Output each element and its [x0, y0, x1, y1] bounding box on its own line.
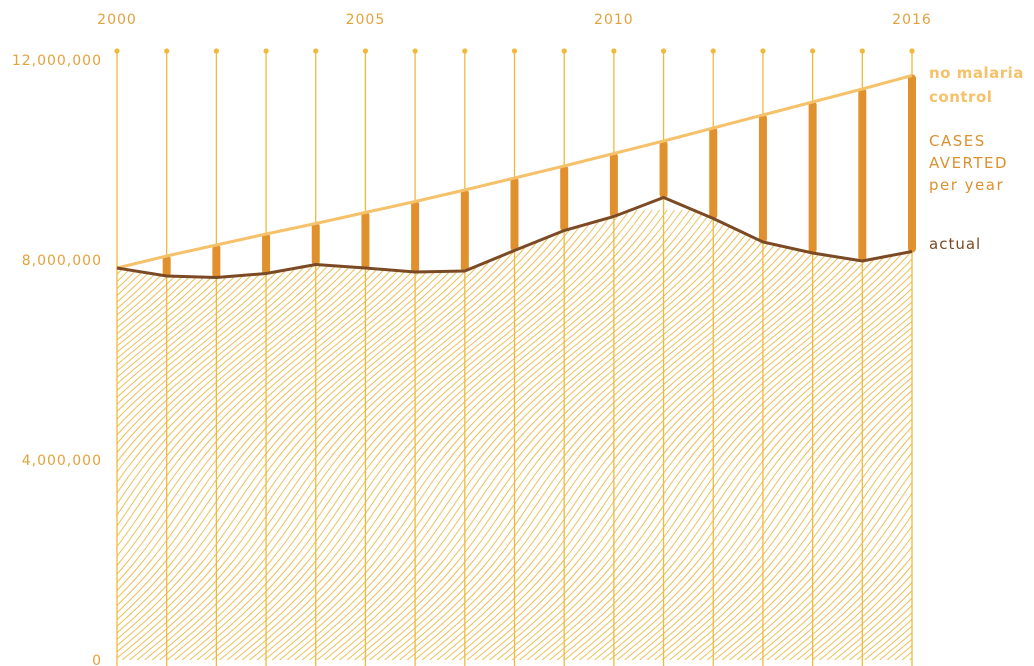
hatch-line	[0, 210, 105, 666]
hatch-line	[0, 210, 225, 666]
hatch-line	[0, 210, 352, 666]
hatch-line	[985, 210, 1034, 666]
hatch-line	[0, 210, 22, 666]
hatch-line	[925, 210, 1034, 666]
no-malaria-label-line1: no malaria	[929, 64, 1024, 82]
gridline-dot	[214, 48, 219, 53]
hatch-line	[0, 210, 75, 666]
hatch-line	[1030, 210, 1034, 666]
cases-averted-label-line1: CASES	[929, 132, 986, 150]
gridline-dot	[363, 48, 368, 53]
cases-averted-label-line2: AVERTED	[929, 154, 1008, 172]
hatch-line	[0, 210, 180, 666]
hatch-line	[962, 210, 1034, 666]
hatch-line	[1015, 210, 1034, 666]
hatch-line	[970, 210, 1034, 666]
hatch-line	[857, 210, 1034, 666]
hatch-line	[827, 210, 1034, 666]
hatch-line	[880, 210, 1034, 666]
hatch-line	[977, 210, 1034, 666]
hatch-line	[0, 210, 307, 666]
hatch-line	[0, 210, 322, 666]
hatch-line	[0, 210, 7, 666]
gridline-dot	[413, 48, 418, 53]
y-tick-label: 12,000,000	[12, 53, 102, 69]
hatch-line	[0, 210, 127, 666]
hatch-line	[992, 210, 1034, 666]
hatch-line	[0, 210, 90, 666]
hatch-line	[0, 210, 277, 666]
hatch-line	[0, 210, 67, 666]
hatch-line	[0, 210, 97, 666]
hatch-line	[0, 210, 37, 666]
hatch-line	[0, 210, 172, 666]
gridline-dot	[810, 48, 815, 53]
hatch-line	[0, 210, 60, 666]
hatch-line	[932, 210, 1034, 666]
gridline-dot	[512, 48, 517, 53]
hatch-line	[0, 210, 112, 666]
gridline-dot	[114, 48, 119, 53]
gridline-dot	[313, 48, 318, 53]
hatch-line	[917, 210, 1034, 666]
hatch-line	[1022, 210, 1034, 666]
gridline-dot	[263, 48, 268, 53]
hatch-line	[947, 210, 1034, 666]
hatch-line	[0, 210, 45, 666]
hatched-area	[0, 210, 1034, 666]
hatch-line	[0, 210, 82, 666]
hatch-line	[0, 210, 120, 666]
hatch-line	[0, 210, 52, 666]
actual-label: actual	[929, 235, 981, 253]
hatch-line	[910, 210, 1034, 666]
x-axis-ticks: 2000 2005 2010 2016	[97, 12, 932, 28]
gridline-dot	[909, 48, 914, 53]
hatch-line	[0, 210, 30, 666]
y-tick-label: 0	[92, 653, 102, 666]
gridline-dot	[711, 48, 716, 53]
x-tick-label: 2005	[346, 12, 386, 28]
gridline-dot	[562, 48, 567, 53]
y-tick-label: 4,000,000	[22, 453, 102, 469]
hatch-line	[895, 210, 1034, 666]
hatch-line	[1007, 210, 1034, 666]
cases-averted-label-line3: per year	[929, 176, 1004, 194]
hatch-line	[940, 210, 1034, 666]
hatch-line	[0, 210, 135, 666]
gridline-dot	[860, 48, 865, 53]
gridline-dot	[760, 48, 765, 53]
gridline-dot	[462, 48, 467, 53]
y-tick-label: 8,000,000	[22, 253, 102, 269]
hatch-line	[872, 210, 1034, 666]
gridline-dot	[164, 48, 169, 53]
hatch-line	[0, 210, 210, 666]
hatch-line	[0, 210, 202, 666]
x-tick-label: 2010	[594, 12, 634, 28]
no-malaria-label-line2: control	[929, 88, 992, 106]
hatch-line	[1000, 210, 1034, 666]
year-gridlines	[114, 48, 914, 666]
cases-averted-bars	[167, 79, 912, 275]
x-tick-label: 2016	[892, 12, 932, 28]
y-axis-ticks: 0 4,000,000 8,000,000 12,000,000	[12, 53, 102, 666]
gridline-dot	[661, 48, 666, 53]
hatch-line	[805, 210, 1034, 666]
gridline-dot	[611, 48, 616, 53]
hatch-line	[902, 210, 1034, 666]
x-tick-label: 2000	[97, 12, 137, 28]
hatch-line	[955, 210, 1034, 666]
hatch-line	[0, 210, 15, 666]
hatch-line	[0, 210, 157, 666]
